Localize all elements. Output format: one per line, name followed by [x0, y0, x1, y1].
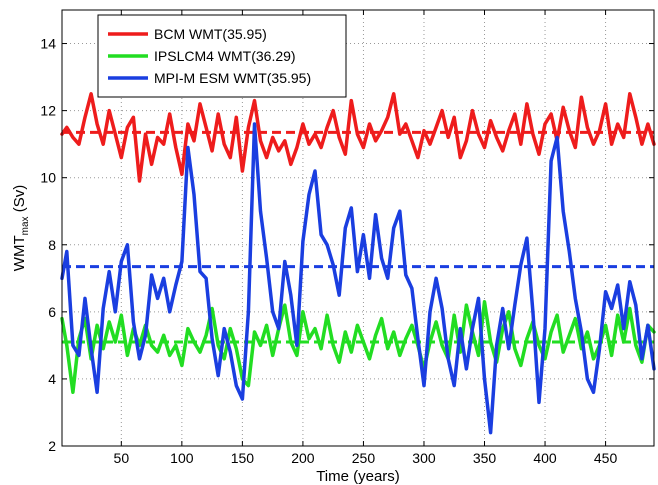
x-axis-label: Time (years) [316, 468, 400, 485]
y-tick-label: 4 [48, 371, 56, 387]
y-tick-label: 8 [48, 237, 56, 253]
plot-frame [61, 9, 655, 447]
x-tick-label: 450 [594, 450, 618, 466]
y-tick-label: 12 [40, 103, 56, 119]
legend: BCM WMT(35.95) IPSLCM4 WMT(36.29) MPI-M ES… [97, 14, 347, 98]
series-line-3 [60, 122, 656, 435]
y-tick-label: 6 [48, 304, 56, 320]
y-axis-label-main: WMT [11, 235, 28, 271]
series-line-2 [60, 300, 656, 395]
series-lines [60, 92, 656, 435]
legend-label: MPI-M ESM WMT(35.95) [154, 70, 311, 86]
x-tick-label: 200 [291, 450, 315, 466]
y-tick-label: 2 [48, 438, 56, 454]
y-axis-label-unit: (Sv) [11, 185, 28, 217]
y-axis-label-sub: max [20, 216, 31, 235]
x-tick-label: 100 [170, 450, 194, 466]
series-line-1 [60, 92, 656, 183]
x-tick-label: 300 [412, 450, 436, 466]
x-tick-label: 350 [473, 450, 497, 466]
y-tick-label: 10 [40, 170, 56, 186]
y-tick-label: 14 [40, 36, 56, 52]
legend-label: IPSLCM4 WMT(36.29) [154, 48, 296, 64]
x-tick-label: 250 [352, 450, 376, 466]
y-axis-label: WMTmax (Sv) [11, 185, 31, 271]
legend-label: BCM WMT(35.95) [154, 26, 267, 42]
x-tick-label: 150 [231, 450, 255, 466]
x-tick-label: 400 [533, 450, 557, 466]
axis-ticks: 50 100 150 200 250 300 350 400 450 2 4 6 8 10 12 14 [40, 10, 654, 466]
x-tick-label: 50 [114, 450, 130, 466]
